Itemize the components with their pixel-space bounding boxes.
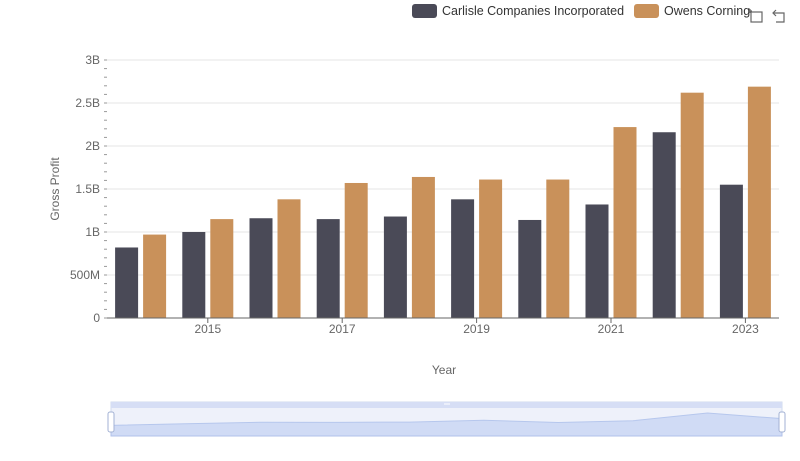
legend-item-carlisle[interactable]: Carlisle Companies Incorporated bbox=[412, 4, 624, 18]
x-axis-label: Year bbox=[432, 363, 456, 377]
bar-owens-corning-2015[interactable] bbox=[210, 219, 234, 318]
zoom-reset-icon[interactable] bbox=[772, 6, 790, 24]
zoom-handle-left[interactable] bbox=[107, 411, 115, 433]
y-tick-label: 3B bbox=[85, 53, 100, 67]
toolbox bbox=[746, 6, 798, 24]
data-zoom-slider[interactable] bbox=[107, 401, 786, 437]
bar-owens-corning-2022[interactable] bbox=[680, 92, 704, 319]
x-tick-label: 2023 bbox=[732, 322, 759, 336]
y-tick-label: 2.5B bbox=[75, 96, 100, 110]
bar-carlisle-2018[interactable] bbox=[383, 216, 407, 318]
bar-carlisle-2023[interactable] bbox=[719, 184, 743, 318]
x-tick-label: 2015 bbox=[194, 322, 221, 336]
legend-item-owens-corning[interactable]: Owens Corning bbox=[634, 4, 750, 18]
bar-carlisle-2021[interactable] bbox=[585, 204, 609, 318]
bar-owens-corning-2021[interactable] bbox=[613, 127, 637, 318]
x-tick-label: 2017 bbox=[329, 322, 356, 336]
zoom-handle-right[interactable] bbox=[778, 411, 786, 433]
legend-swatch-owens-corning bbox=[634, 4, 660, 18]
legend: Carlisle Companies Incorporated Owens Co… bbox=[412, 4, 760, 18]
x-axis: 2015 2017 2019 2021 2023 bbox=[107, 317, 779, 336]
y-axis: 0 500M 1B 1.5B 2B 2.5B 3B bbox=[70, 53, 107, 325]
x-tick-label: 2021 bbox=[598, 322, 625, 336]
legend-label-carlisle: Carlisle Companies Incorporated bbox=[442, 4, 625, 18]
bar-owens-corning-2018[interactable] bbox=[411, 176, 435, 318]
y-tick-label: 0 bbox=[93, 311, 100, 325]
bar-owens-corning-2020[interactable] bbox=[546, 179, 570, 318]
bar-owens-corning-2017[interactable] bbox=[344, 182, 368, 318]
bars-layer bbox=[115, 86, 771, 319]
grid-lines bbox=[107, 59, 779, 276]
y-tick-label: 1.5B bbox=[75, 182, 100, 196]
y-tick-label: 2B bbox=[85, 139, 100, 153]
y-tick-label: 1B bbox=[85, 225, 100, 239]
bar-owens-corning-2016[interactable] bbox=[277, 199, 301, 318]
x-tick-label: 2019 bbox=[463, 322, 490, 336]
bar-carlisle-2016[interactable] bbox=[249, 218, 273, 318]
legend-label-owens-corning: Owens Corning bbox=[664, 4, 751, 18]
legend-swatch-carlisle bbox=[412, 4, 437, 18]
y-axis-label: Gross Profit bbox=[48, 157, 62, 221]
bar-owens-corning-2023[interactable] bbox=[747, 86, 771, 318]
bar-carlisle-2020[interactable] bbox=[518, 219, 542, 318]
bar-owens-corning-2019[interactable] bbox=[479, 179, 503, 318]
bar-carlisle-2019[interactable] bbox=[451, 199, 475, 318]
bar-carlisle-2022[interactable] bbox=[652, 132, 676, 318]
bar-carlisle-2015[interactable] bbox=[182, 232, 206, 318]
bar-carlisle-2014[interactable] bbox=[115, 247, 139, 318]
zoom-select-icon[interactable] bbox=[746, 6, 764, 24]
y-tick-label: 500M bbox=[70, 268, 100, 282]
zoom-top-bar[interactable] bbox=[111, 402, 782, 408]
bar-owens-corning-2014[interactable] bbox=[143, 234, 167, 318]
bar-carlisle-2017[interactable] bbox=[316, 219, 340, 318]
